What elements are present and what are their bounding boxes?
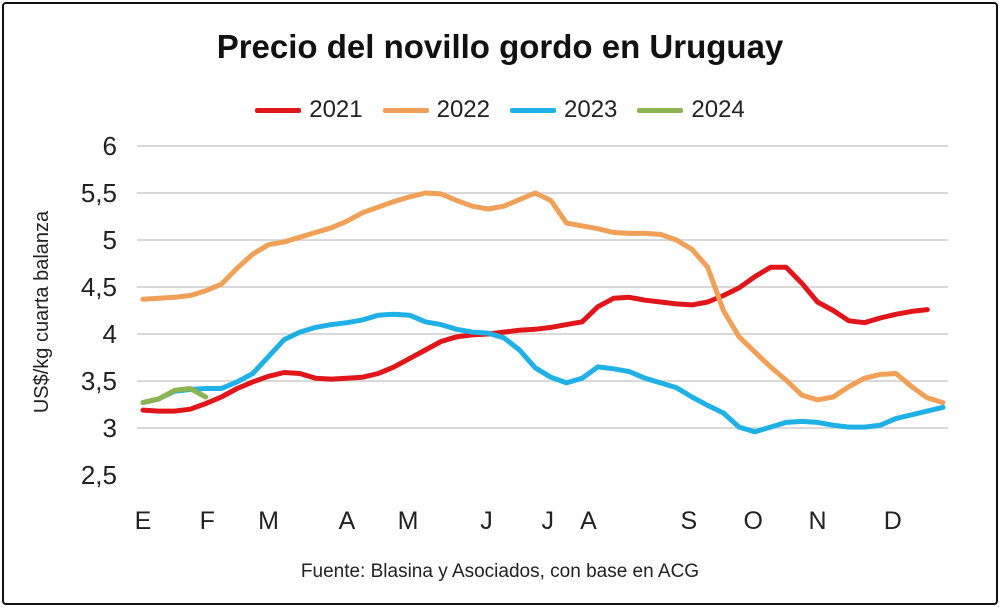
legend-item-2022: 2022 xyxy=(382,96,490,124)
y-tick-label: 4 xyxy=(103,319,117,349)
legend-swatch xyxy=(510,107,556,113)
x-tick-label: F xyxy=(200,507,215,535)
x-tick-label: M xyxy=(398,507,419,535)
legend-label: 2024 xyxy=(691,96,745,123)
series-line-2024 xyxy=(140,386,209,406)
legend-label: 2022 xyxy=(436,96,490,123)
legend-item-2021: 2021 xyxy=(255,96,363,124)
x-tick-label: S xyxy=(681,507,698,535)
x-tick-label: J xyxy=(541,507,554,535)
x-tick-label: E xyxy=(135,507,152,535)
legend-item-2023: 2023 xyxy=(510,96,617,124)
y-tick-label: 3,5 xyxy=(81,366,117,396)
y-tick-label: 2,5 xyxy=(81,460,117,490)
x-tick-label: A xyxy=(580,507,597,535)
y-tick-label: 5,5 xyxy=(81,178,117,208)
legend: 2021 2022 2023 2024 xyxy=(0,96,1000,124)
x-tick-label: J xyxy=(480,507,493,535)
y-tick-label: 4,5 xyxy=(81,272,117,302)
x-tick-label: A xyxy=(339,507,356,535)
source-note: Fuente: Blasina y Asociados, con base en… xyxy=(300,561,700,582)
series-line-2021 xyxy=(140,264,930,414)
x-tick-label: O xyxy=(743,507,762,535)
y-axis-label: US$/kg cuarta balanza xyxy=(31,210,53,413)
x-tick-label: D xyxy=(884,507,902,535)
legend-label: 2023 xyxy=(564,96,618,123)
chart-title: Precio del novillo gordo en Uruguay xyxy=(216,28,784,65)
series-line-2023 xyxy=(140,311,946,435)
legend-item-2024: 2024 xyxy=(637,96,745,124)
series-line-2022 xyxy=(140,190,946,406)
x-tick-label: M xyxy=(258,507,279,535)
y-tick-label: 3 xyxy=(103,413,117,443)
x-tick-label: N xyxy=(808,507,826,535)
y-tick-label: 6 xyxy=(103,131,117,161)
legend-swatch xyxy=(637,107,684,113)
y-tick-label: 5 xyxy=(103,225,117,255)
legend-label: 2021 xyxy=(309,96,363,123)
legend-swatch xyxy=(382,107,429,113)
legend-swatch xyxy=(255,107,302,113)
